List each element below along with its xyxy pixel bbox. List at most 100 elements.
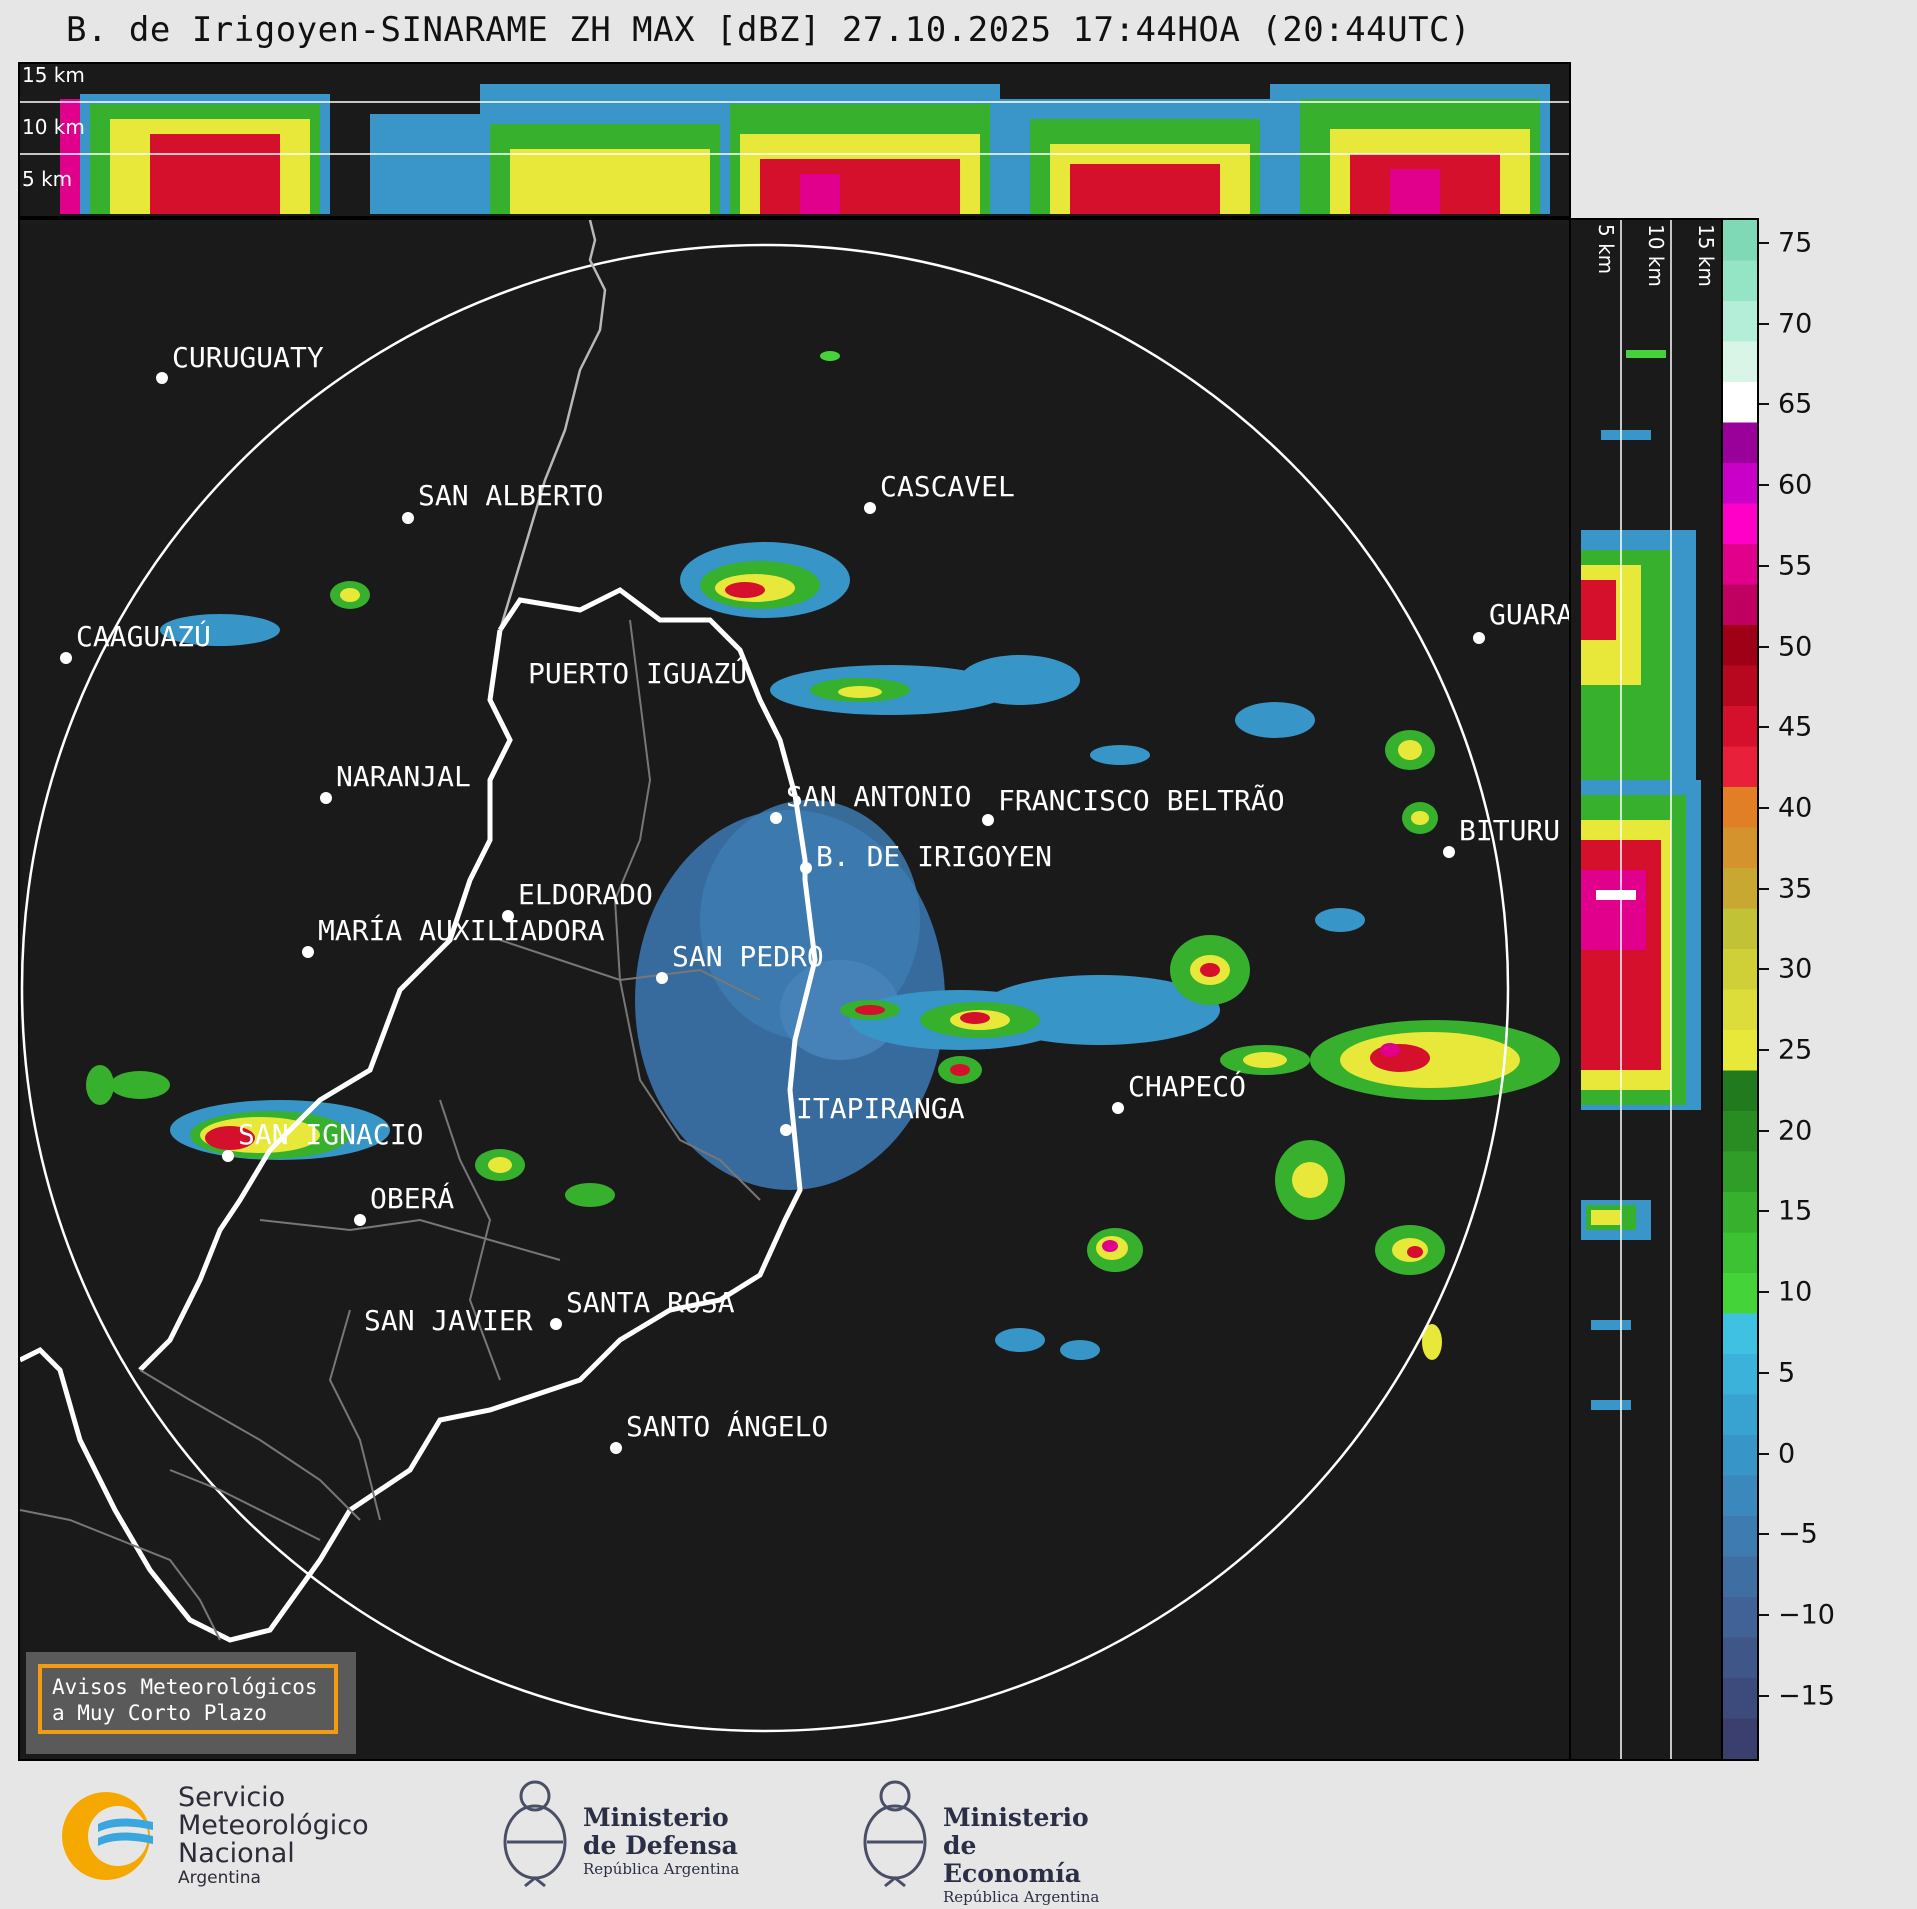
side-height-label-5: 5 km: [1594, 224, 1618, 274]
city-label-eldorado: ELDORADO: [518, 878, 653, 911]
colorbar-tick-label: 25: [1778, 1034, 1813, 1066]
colorbar-tick-label: 30: [1778, 953, 1813, 985]
colorbar-tick: [1759, 645, 1769, 648]
colorbar-tick-label: 15: [1778, 1195, 1813, 1227]
city-label-san-alberto: SAN ALBERTO: [418, 479, 603, 512]
city-label-itapiranga: ITAPIRANGA: [796, 1092, 965, 1125]
vertical-profile-top: 15 km 10 km 5 km: [18, 62, 1571, 218]
defensa-line-2: de Defensa: [583, 1831, 738, 1860]
colorbar-tick-label: 70: [1778, 308, 1813, 340]
city-label-b-de-irigoyen: B. DE IRIGOYEN: [816, 840, 1052, 873]
city-marker-maria-auxiliadora: [302, 946, 314, 958]
city-label-san-antonio: SAN ANTONIO: [786, 780, 971, 813]
city-marker-curuguaty: [156, 372, 168, 384]
vertical-profile-side: 5 km 10 km 15 km: [1569, 218, 1723, 1761]
colorbar-tick: [1759, 968, 1769, 971]
smn-line-4: Argentina: [178, 1868, 261, 1888]
notice-line-1: Avisos Meteorológicos: [52, 1675, 318, 1699]
defensa-line-1: Ministerio: [583, 1803, 729, 1832]
side-profile-echoes: [1581, 350, 1701, 1410]
city-marker-chapeco: [1112, 1102, 1124, 1114]
shield-icon: [503, 1780, 567, 1888]
colorbar-tick-label: 0: [1778, 1438, 1796, 1469]
city-marker-cascavel: [864, 502, 876, 514]
colorbar-tick-label: 35: [1778, 873, 1813, 905]
colorbar-tick-label: 60: [1778, 469, 1813, 501]
defensa-sub: República Argentina: [583, 1860, 740, 1878]
top-height-label-5: 5 km: [22, 167, 72, 191]
colorbar-tick: [1759, 1129, 1769, 1132]
smn-logo: Servicio Meteorológico Nacional Argentin…: [58, 1782, 388, 1888]
radar-map: CURUGUATY SAN ALBERTO CASCAVEL CAAGUAZÚ …: [18, 218, 1571, 1761]
city-marker-itapiranga: [780, 1124, 792, 1136]
defensa-logo: Ministerio de Defensa República Argentin…: [495, 1774, 755, 1894]
shield-icon: [863, 1780, 927, 1888]
smn-line-3: Nacional: [178, 1838, 295, 1869]
smn-line-2: Meteorológico: [178, 1810, 369, 1841]
radar-range-circle: [20, 243, 1510, 1733]
colorbar-tick-label: −15: [1778, 1680, 1835, 1712]
city-label-santa-rosa: SANTA ROSA: [566, 1286, 735, 1319]
colorbar-tick: [1759, 806, 1769, 809]
colorbar-tick: [1759, 1694, 1769, 1697]
notice-box[interactable]: Avisos Meteorológicos a Muy Corto Plazo: [26, 1652, 356, 1754]
colorbar-tick: [1759, 1371, 1769, 1374]
city-label-naranjal: NARANJAL: [336, 760, 471, 793]
city-marker-san-antonio: [770, 812, 782, 824]
city-label-caaguazu: CAAGUAZÚ: [76, 619, 211, 653]
colorbar-tick-label: 20: [1778, 1115, 1813, 1147]
economia-logo: Ministerio de Economía República Argenti…: [855, 1774, 1115, 1906]
colorbar-tick-label: −10: [1778, 1599, 1835, 1631]
smn-line-1: Servicio: [178, 1782, 286, 1813]
side-height-label-10: 10 km: [1644, 224, 1668, 287]
colorbar-tick-label: 40: [1778, 792, 1813, 824]
colorbar-tick: [1759, 726, 1769, 729]
colorbar-tick-label: 45: [1778, 711, 1813, 743]
notice-line-2: a Muy Corto Plazo: [52, 1701, 267, 1725]
economia-line-1: Ministerio: [943, 1803, 1089, 1832]
chart-title: B. de Irigoyen-SINARAME ZH MAX [dBZ] 27.…: [66, 10, 1471, 50]
colorbar-tick: [1759, 1291, 1769, 1294]
colorbar-tick-label: 75: [1778, 227, 1813, 259]
city-label-san-pedro: SAN PEDRO: [672, 940, 824, 973]
city-label-maria-auxiliadora: MARÍA AUXILIADORA: [318, 913, 605, 947]
city-marker-san-alberto: [402, 512, 414, 524]
top-height-label-15: 15 km: [22, 64, 85, 87]
city-marker-b-de-irigoyen: [800, 862, 812, 874]
city-label-obera: OBERÁ: [370, 1181, 454, 1215]
city-marker-eldorado: [502, 910, 514, 922]
city-marker-san-pedro: [656, 972, 668, 984]
city-marker-santo-angelo: [610, 1442, 622, 1454]
colorbar-tick: [1759, 403, 1769, 406]
city-markers: [60, 372, 1485, 1454]
border-lines: [20, 220, 818, 1643]
city-marker-guara: [1473, 632, 1485, 644]
colorbar-tick: [1759, 484, 1769, 487]
top-height-label-10: 10 km: [22, 115, 85, 139]
top-profile-echoes: [60, 84, 1550, 214]
colorbar: [1721, 218, 1759, 1761]
colorbar-tick: [1759, 1210, 1769, 1213]
colorbar-tick: [1759, 1533, 1769, 1536]
economia-line-2: de Economía: [943, 1831, 1081, 1888]
city-label-curuguaty: CURUGUATY: [172, 341, 324, 374]
city-marker-san-ignacio: [222, 1150, 234, 1162]
city-label-san-javier: SAN JAVIER: [364, 1304, 533, 1337]
city-label-guara: GUARA: [1489, 598, 1571, 631]
city-marker-bituru: [1443, 846, 1455, 858]
colorbar-tick: [1759, 887, 1769, 890]
colorbar-tick-label: 65: [1778, 388, 1813, 420]
smn-logo-icon: [62, 1792, 153, 1880]
colorbar-tick: [1759, 242, 1769, 244]
city-label-puerto-iguazu: PUERTO IGUAZÚ: [528, 656, 747, 690]
city-marker-obera: [354, 1214, 366, 1226]
colorbar-tick: [1759, 322, 1769, 325]
colorbar-tick-label: 5: [1778, 1357, 1796, 1389]
colorbar-tick-label: 55: [1778, 550, 1813, 582]
city-label-santo-angelo: SANTO ÁNGELO: [626, 1409, 828, 1443]
colorbar-tick: [1759, 1613, 1769, 1616]
city-marker-caaguazu: [60, 652, 72, 664]
colorbar-tick-label: −5: [1778, 1518, 1818, 1550]
city-labels: CURUGUATY SAN ALBERTO CASCAVEL CAAGUAZÚ …: [76, 341, 1571, 1443]
city-label-san-ignacio: SAN IGNACIO: [238, 1118, 423, 1151]
